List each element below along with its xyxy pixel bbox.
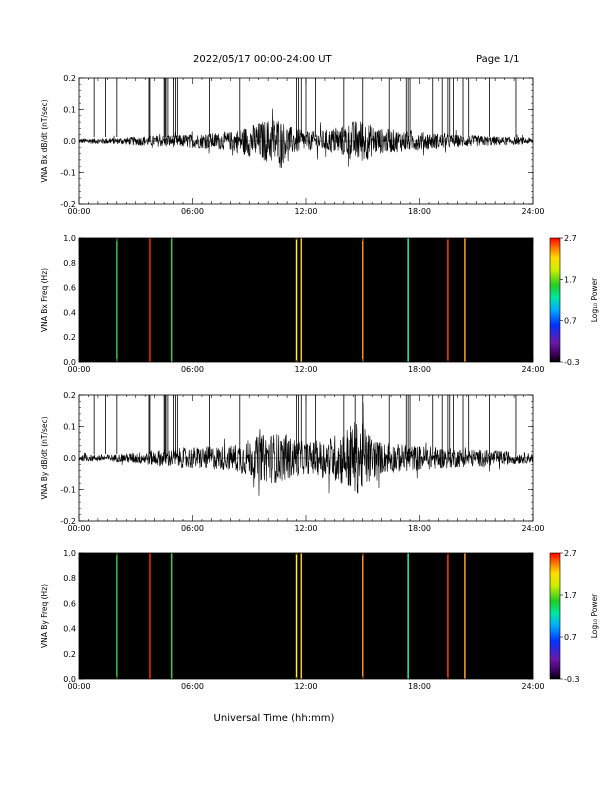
by-colorbar: 2.7 1.7 0.7 -0.3 Log₁₀ Power <box>549 549 599 684</box>
plot-frame <box>78 394 534 522</box>
y-axis-label: VNA By dB/dt (nT/sec) <box>40 416 49 499</box>
y-tick-label: 0.0 <box>63 358 76 367</box>
x-tick-label: 00:00 <box>67 207 90 216</box>
y-tick-label: 0.0 <box>63 675 76 684</box>
colorbar-tick-label: 2.7 <box>564 549 577 558</box>
by-spectrogram-panel: 00:00 06:00 12:00 18:00 24:00 1.0 0.8 0.6 0.4 0.2… <box>40 549 545 691</box>
y-tick-label: 0.4 <box>63 308 76 317</box>
colorbar-label: Log₁₀ Power <box>590 593 599 638</box>
by-dbdt-panel: 00:00 06:00 12:00 18:00 24:00 0.2 0.1 0.0 -0.1 -0… <box>40 391 545 533</box>
colorbar-tick-label: -0.3 <box>564 358 580 367</box>
colorbar-label: Log₁₀ Power <box>590 277 599 322</box>
y-tick-label: 0.8 <box>63 259 76 268</box>
y-tick-label: 0.4 <box>63 625 76 634</box>
plot-frame <box>78 237 534 363</box>
x-tick-label: 18:00 <box>408 365 431 374</box>
colorbar-tick-label: 0.7 <box>564 633 577 642</box>
y-tick-label: 0.1 <box>63 423 76 432</box>
y-tick-label: 0.2 <box>63 391 76 400</box>
y-tick-label: -0.1 <box>60 486 76 495</box>
y-tick-label: -0.2 <box>60 517 76 526</box>
page-indicator: Page 1/1 <box>476 54 520 65</box>
x-tick-label: 24:00 <box>521 524 544 533</box>
x-tick-label: 24:00 <box>521 365 544 374</box>
x-tick-label: 00:00 <box>67 682 90 691</box>
x-tick-label: 06:00 <box>181 207 204 216</box>
plot-frame <box>78 77 534 205</box>
colorbar-tick-label: 1.7 <box>564 591 577 600</box>
colorbar-tick-label: 2.7 <box>564 234 577 243</box>
x-tick-label: 18:00 <box>408 207 431 216</box>
x-tick-label: 12:00 <box>294 682 317 691</box>
y-tick-label: 0.6 <box>63 284 76 293</box>
x-tick-label: 06:00 <box>181 524 204 533</box>
report-title: 2022/05/17 00:00-24:00 UT <box>193 54 332 65</box>
colorbar-gradient <box>549 237 561 363</box>
plot-frame <box>78 552 534 680</box>
x-tick-label: 00:00 <box>67 365 90 374</box>
x-tick-label: 06:00 <box>181 365 204 374</box>
colorbar-gradient <box>549 552 561 680</box>
x-tick-label: 06:00 <box>181 682 204 691</box>
x-axis-label: Universal Time (hh:mm) <box>214 713 335 724</box>
bx-spectrogram-panel: 00:00 06:00 12:00 18:00 24:00 1.0 0.8 0.6 0.4 0.2… <box>40 234 545 374</box>
colorbar-tick-label: 1.7 <box>564 275 577 284</box>
y-tick-label: 0.2 <box>63 74 76 83</box>
y-tick-label: 1.0 <box>63 234 76 243</box>
x-tick-label: 00:00 <box>67 524 90 533</box>
y-tick-label: 0.0 <box>63 454 76 463</box>
colorbar-tick-label: -0.3 <box>564 675 580 684</box>
colorbar-tick-label: 0.7 <box>564 317 577 326</box>
y-axis-label: VNA Bx dB/dt (nT/sec) <box>40 99 49 182</box>
bx-dbdt-panel: 00:00 06:00 12:00 18:00 24:00 0.2 0.1 0.0 -0.1 -0… <box>40 74 545 216</box>
y-tick-label: -0.1 <box>60 169 76 178</box>
y-tick-label: -0.2 <box>60 200 76 209</box>
x-tick-label: 24:00 <box>521 207 544 216</box>
y-tick-label: 0.6 <box>63 599 76 608</box>
y-tick-label: 0.2 <box>63 333 76 342</box>
x-tick-label: 18:00 <box>408 524 431 533</box>
y-tick-label: 0.1 <box>63 106 76 115</box>
x-tick-label: 18:00 <box>408 682 431 691</box>
x-tick-label: 12:00 <box>294 524 317 533</box>
y-tick-label: 0.2 <box>63 650 76 659</box>
y-tick-label: 0.0 <box>63 137 76 146</box>
spectrogram-background <box>79 553 533 679</box>
bx-colorbar: 2.7 1.7 0.7 -0.3 Log₁₀ Power <box>549 234 599 367</box>
spectrogram-background <box>79 238 533 362</box>
y-tick-label: 1.0 <box>63 549 76 558</box>
y-axis-label: VNA Bx Freq (Hz) <box>40 268 49 332</box>
x-tick-label: 24:00 <box>521 682 544 691</box>
x-tick-label: 12:00 <box>294 365 317 374</box>
y-axis-label: VNA By Freq (Hz) <box>40 584 49 648</box>
y-tick-label: 0.8 <box>63 574 76 583</box>
x-tick-label: 12:00 <box>294 207 317 216</box>
